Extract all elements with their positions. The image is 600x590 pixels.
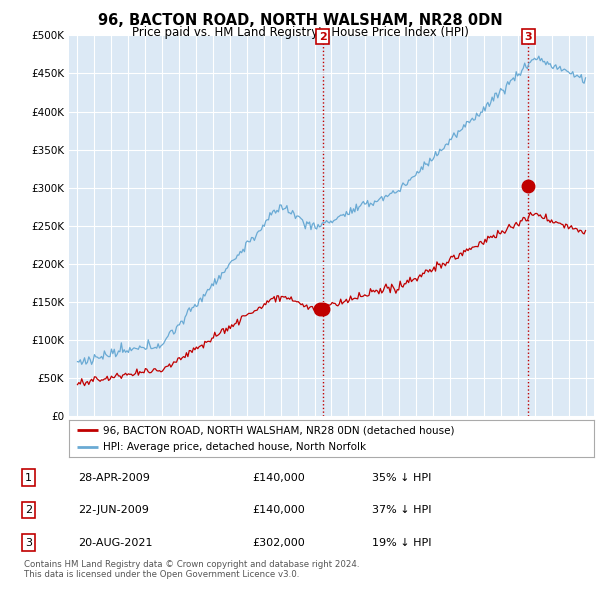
Text: Contains HM Land Registry data © Crown copyright and database right 2024.
This d: Contains HM Land Registry data © Crown c… xyxy=(24,560,359,579)
Text: 28-APR-2009: 28-APR-2009 xyxy=(78,473,150,483)
Text: 3: 3 xyxy=(524,32,532,41)
Text: £302,000: £302,000 xyxy=(252,537,305,548)
Text: 35% ↓ HPI: 35% ↓ HPI xyxy=(372,473,431,483)
Text: 3: 3 xyxy=(25,537,32,548)
Text: 22-JUN-2009: 22-JUN-2009 xyxy=(78,505,149,515)
Text: 37% ↓ HPI: 37% ↓ HPI xyxy=(372,505,431,515)
Text: HPI: Average price, detached house, North Norfolk: HPI: Average price, detached house, Nort… xyxy=(103,442,366,452)
Text: £140,000: £140,000 xyxy=(252,505,305,515)
Text: 2: 2 xyxy=(25,505,32,515)
Text: 96, BACTON ROAD, NORTH WALSHAM, NR28 0DN: 96, BACTON ROAD, NORTH WALSHAM, NR28 0DN xyxy=(98,13,502,28)
Text: Price paid vs. HM Land Registry's House Price Index (HPI): Price paid vs. HM Land Registry's House … xyxy=(131,26,469,39)
Text: £140,000: £140,000 xyxy=(252,473,305,483)
Text: 96, BACTON ROAD, NORTH WALSHAM, NR28 0DN (detached house): 96, BACTON ROAD, NORTH WALSHAM, NR28 0DN… xyxy=(103,425,455,435)
Text: 1: 1 xyxy=(25,473,32,483)
Text: 19% ↓ HPI: 19% ↓ HPI xyxy=(372,537,431,548)
Text: 20-AUG-2021: 20-AUG-2021 xyxy=(78,537,152,548)
Text: 2: 2 xyxy=(319,32,326,41)
